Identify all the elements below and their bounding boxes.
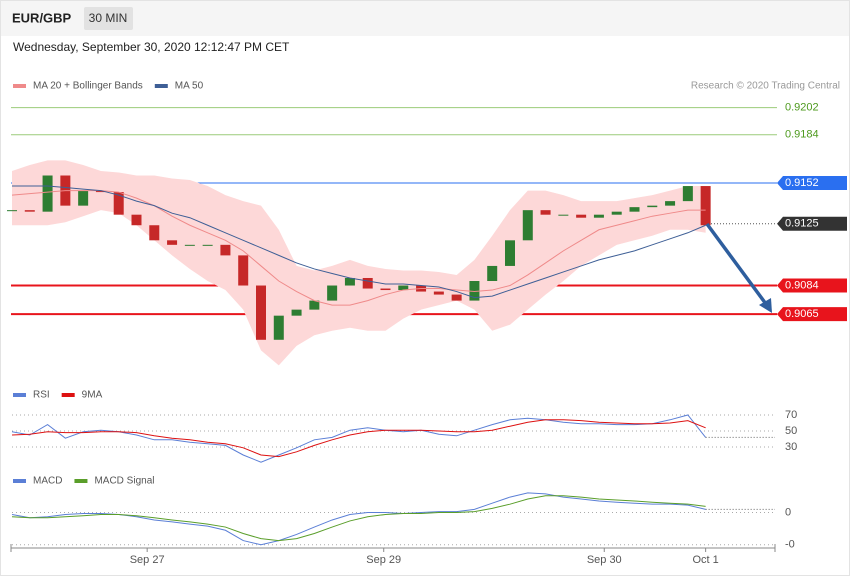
interval-badge[interactable] <box>84 7 133 30</box>
candle <box>469 281 480 301</box>
level-label: 0.9084 <box>785 279 819 291</box>
level-label-box <box>777 176 847 191</box>
level-label-box <box>777 278 847 293</box>
candle <box>665 201 676 206</box>
candle <box>309 300 320 310</box>
y-tick-label: 30 <box>785 441 797 453</box>
candle <box>629 207 640 212</box>
candle <box>327 285 338 301</box>
candle <box>540 210 551 215</box>
candle <box>451 294 462 301</box>
candle <box>647 205 658 208</box>
x-tick-label: Sep 30 <box>587 554 622 566</box>
level-label: 0.9184 <box>785 129 819 141</box>
level-label: 0.9125 <box>785 218 819 230</box>
candle <box>576 214 587 218</box>
legend-label: RSI <box>33 390 50 401</box>
y-tick-label: 70 <box>785 409 797 421</box>
x-tick-label: Sep 27 <box>130 554 165 566</box>
indicator-line <box>11 419 706 458</box>
ma-line <box>12 185 706 299</box>
candle <box>522 210 533 241</box>
legend-label: 9MA <box>82 390 103 401</box>
interval[interactable]: 30 MIN <box>89 11 128 25</box>
legend-label: MACD <box>33 476 62 487</box>
legend-swatch <box>74 479 88 483</box>
forecast-arrow <box>705 222 768 306</box>
candle <box>238 255 249 286</box>
candle <box>344 277 355 286</box>
indicator-line <box>11 495 706 542</box>
candle <box>113 192 124 215</box>
candle <box>700 186 711 226</box>
ma-line <box>11 190 706 306</box>
candle <box>7 210 17 212</box>
symbol: EUR/GBP <box>12 10 72 25</box>
level-label-box <box>777 216 847 231</box>
candle <box>611 211 622 215</box>
legend-label: MA 50 <box>175 81 204 92</box>
candle <box>131 214 142 226</box>
legend-swatch <box>13 393 26 397</box>
candle <box>398 285 409 291</box>
y-tick-label: 0 <box>785 506 791 518</box>
candle <box>167 240 178 245</box>
candle <box>291 309 302 316</box>
marks: 0.9202 0.9184 0.9152 0.9125 0.9084 0.9065 MA 2… <box>7 81 847 566</box>
candle <box>380 288 391 291</box>
legend-swatch <box>13 84 26 88</box>
candle <box>220 244 231 256</box>
candle <box>273 315 284 340</box>
level-label: 0.9065 <box>785 308 819 320</box>
candle <box>504 240 515 266</box>
candle <box>682 186 693 202</box>
candle <box>149 225 160 241</box>
arrow-head <box>759 298 772 313</box>
credit: Research © 2020 Trading Central <box>691 81 840 92</box>
candle <box>593 214 604 218</box>
indicator-line <box>11 414 707 463</box>
legend-swatch <box>154 84 168 88</box>
candle <box>42 175 53 212</box>
candle <box>24 210 35 212</box>
candle <box>487 265 498 282</box>
y-tick-label: -0 <box>785 539 795 551</box>
bollinger-band <box>12 160 706 366</box>
x-tick-label: Sep 29 <box>366 554 401 566</box>
candle <box>433 291 444 295</box>
candle <box>202 244 213 246</box>
x-tick-label: Oct 1 <box>692 554 718 566</box>
candle <box>184 244 195 246</box>
legend-label: MACD Signal <box>94 476 154 487</box>
y-tick-label: 50 <box>785 425 797 437</box>
candle <box>362 277 373 289</box>
timestamp: Wednesday, September 30, 2020 12:12:47 P… <box>13 40 290 54</box>
level-label-box <box>777 307 847 322</box>
candle <box>558 214 569 216</box>
level-label: 0.9152 <box>785 177 819 189</box>
legend-label: MA 20 + Bollinger Bands <box>33 81 143 92</box>
candle <box>95 190 106 193</box>
candle <box>78 190 89 206</box>
header-bar <box>0 0 850 36</box>
level-label: 0.9202 <box>785 102 819 114</box>
candle <box>255 285 266 340</box>
legend-swatch <box>13 479 26 483</box>
legend-swatch <box>61 393 75 397</box>
